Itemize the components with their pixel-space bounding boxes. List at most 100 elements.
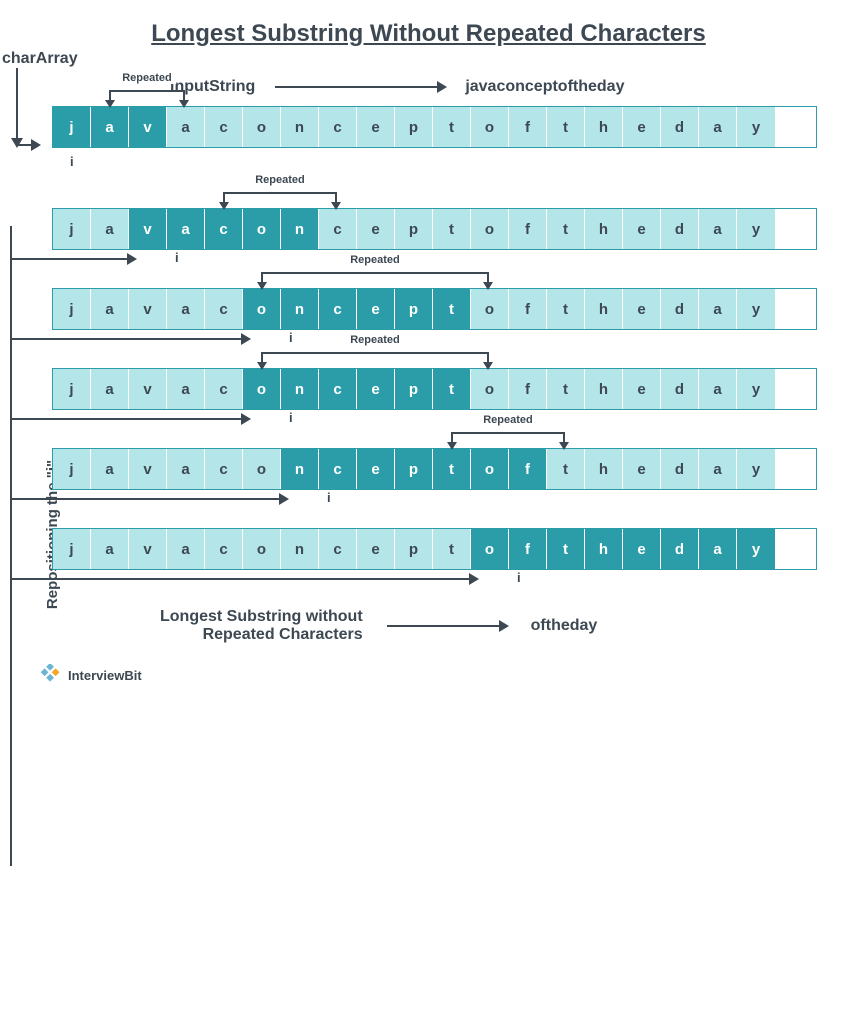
array-row: javaconceptoftheday [52,448,817,490]
array-cell: o [243,449,281,489]
array-cell: t [547,449,585,489]
array-cell: e [357,209,395,249]
array-cell: e [623,107,661,147]
array-cell: a [167,529,205,569]
array-cell: p [395,107,433,147]
repeated-label: Repeated [346,334,404,346]
char-array-arrow [16,144,39,146]
array-cell: c [205,289,243,329]
i-label: i [175,250,179,265]
array-cell: t [433,529,471,569]
array-cell: t [547,529,585,569]
array-cell: y [737,209,775,249]
array-cell: o [243,209,281,249]
array-cell: a [167,107,205,147]
array-cell: t [433,107,471,147]
footer: InterviewBit [40,664,817,686]
array-cell: v [129,107,167,147]
array-cell: h [585,369,623,409]
array-cell: d [661,107,699,147]
array-cell: a [91,529,129,569]
array-cell: e [623,369,661,409]
result-row: Longest Substring withoutRepeated Charac… [160,608,817,644]
i-label: i [289,330,293,345]
repeated-label: Repeated [346,254,404,266]
repeated-label: Repeated [118,72,176,84]
array-cell: e [357,107,395,147]
array-cell: n [281,107,319,147]
result-arrow-icon [387,625,507,627]
i-label: i [289,410,293,425]
array-cell: t [433,369,471,409]
i-label: i [327,490,331,505]
array-cell: c [319,369,357,409]
vertical-connector [10,226,12,866]
array-cell: n [281,449,319,489]
array-cell: e [357,529,395,569]
i-label: i [517,570,521,585]
array-cell: o [471,289,509,329]
i-label: i [70,154,74,169]
array-cell: a [91,289,129,329]
logo-icon [40,664,62,686]
array-cell: o [471,107,509,147]
array-cell: t [433,449,471,489]
array-cell: v [129,209,167,249]
footer-brand: InterviewBit [68,668,142,683]
i-arrow [10,338,249,340]
array-cell: e [357,369,395,409]
array-cell: o [471,529,509,569]
array-cell: v [129,289,167,329]
array-cell: f [509,209,547,249]
array-cell: y [737,449,775,489]
array-cell: y [737,289,775,329]
array-cell: y [737,107,775,147]
array-cell: v [129,449,167,489]
array-cell: t [547,369,585,409]
array-row-wrap: Repeatedjavaconceptoftheday [52,288,817,330]
array-cell: a [699,107,737,147]
header-row: inputString javaconceptoftheday [170,78,817,96]
array-cell: e [623,209,661,249]
diagram-container: charArray Repositioning the "i" Repeated… [40,106,817,570]
array-cell: o [471,449,509,489]
char-array-label: charArray [2,50,78,68]
array-cell: t [547,107,585,147]
array-cell: a [699,449,737,489]
array-cell: a [91,107,129,147]
array-cell: o [471,209,509,249]
array-cell: c [205,529,243,569]
array-cell: y [737,529,775,569]
i-arrow [10,418,249,420]
array-cell: e [623,289,661,329]
array-cell: a [167,209,205,249]
array-cell: t [547,209,585,249]
array-cell: e [357,449,395,489]
repeated-label: Repeated [479,414,537,426]
array-cell: y [737,369,775,409]
array-row: javaconceptoftheday [52,288,817,330]
repeated-bracket: Repeated [261,344,489,366]
array-cell: h [585,209,623,249]
array-cell: c [319,209,357,249]
array-cell: c [205,449,243,489]
array-cell: e [623,449,661,489]
array-cell: c [319,107,357,147]
array-row-wrap: javaconceptoftheday [52,528,817,570]
array-cell: h [585,107,623,147]
array-cell: h [585,449,623,489]
array-cell: t [433,289,471,329]
repeated-bracket: Repeated [261,264,489,286]
array-cell: a [91,209,129,249]
array-cell: c [205,209,243,249]
array-cell: a [699,289,737,329]
array-cell: c [205,369,243,409]
i-arrow [10,498,287,500]
array-cell: a [699,369,737,409]
array-cell: o [243,529,281,569]
array-cell: d [661,209,699,249]
array-cell: f [509,369,547,409]
i-arrow [10,258,135,260]
array-cell: a [91,449,129,489]
array-cell: j [53,209,91,249]
